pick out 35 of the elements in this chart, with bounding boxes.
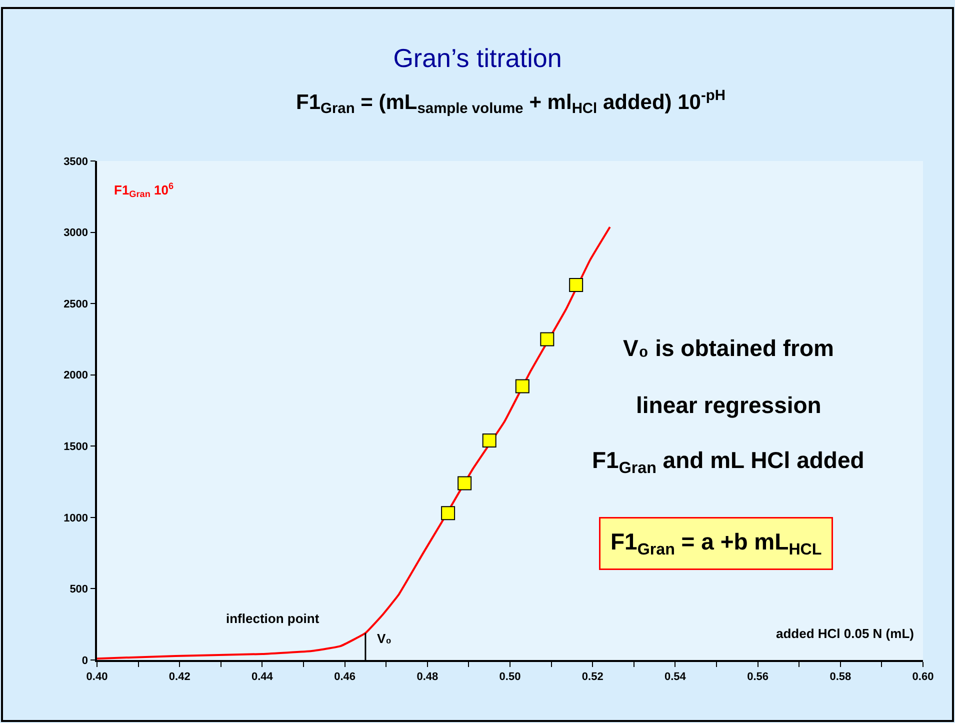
- point: [458, 476, 472, 490]
- y-tick-label: 3000: [64, 227, 88, 240]
- y-tick-label: 1500: [64, 440, 88, 453]
- x-tick-label: 0.40: [86, 670, 108, 683]
- x-tick-label: 0.56: [747, 670, 769, 683]
- ref-line-label: V₀: [377, 631, 392, 646]
- x-tick-label: 0.58: [830, 670, 852, 683]
- annotation: V₀ is obtained from: [623, 335, 834, 361]
- x-tick-label: 0.60: [912, 670, 934, 683]
- chart-subtitle: F1$_{Gran}$ = (mL$_{sample volume}$ + ml$_{HCl}$ added) 10$^{-pH}$: [296, 88, 726, 118]
- x-tick-label: 0.48: [416, 670, 438, 683]
- y-axis-title: F1$_{Gran}$ 10$^{6}$: [114, 181, 174, 200]
- x-tick-label: 0.50: [499, 670, 521, 683]
- x-tick-label: 0.54: [664, 670, 687, 683]
- y-tick-label: 2000: [64, 370, 88, 382]
- point: [540, 332, 554, 346]
- point: [515, 379, 530, 394]
- point: [441, 506, 456, 520]
- y-tick-label: 2500: [64, 298, 88, 310]
- annotation: F1$_{Gran}$ and mL HCl added: [592, 447, 864, 477]
- x-tick-label: 0.44: [251, 670, 274, 683]
- y-tick-label: 1000: [64, 512, 88, 524]
- y-tick-label: 3500: [64, 156, 88, 168]
- y-tick-label: 500: [70, 584, 88, 596]
- y-tick-label: 0: [82, 654, 88, 667]
- chart-title: Gran’s titration: [393, 43, 562, 74]
- annotation: F1$_{Gran}$ = a +b mL$_{HCL}$: [610, 528, 822, 558]
- x-axis-title: added HCl 0.05 N (mL): [776, 626, 914, 641]
- x-tick-label: 0.46: [334, 670, 356, 683]
- x-tick-label: 0.42: [168, 670, 190, 683]
- annotation: linear regression: [636, 392, 822, 418]
- point: [569, 278, 584, 292]
- x-tick-label: 0.52: [582, 670, 604, 683]
- annotation: inflection point: [226, 611, 320, 626]
- point: [482, 433, 496, 448]
